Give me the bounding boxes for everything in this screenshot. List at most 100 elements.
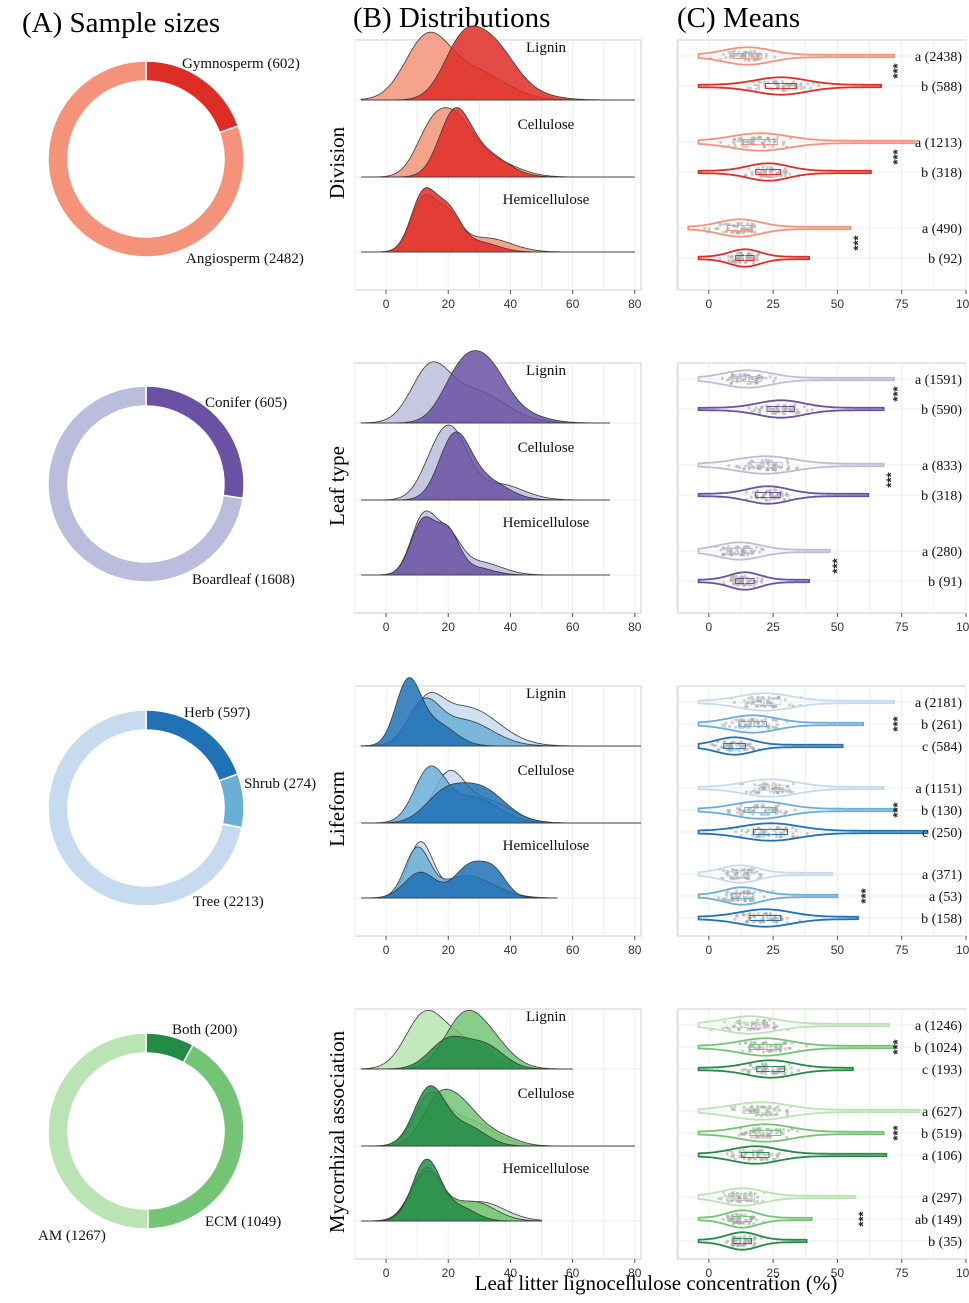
jitter-point (802, 405, 806, 409)
jitter-point (748, 912, 752, 916)
violin-outline (697, 800, 898, 820)
jitter-point (742, 719, 747, 723)
jitter-point (720, 745, 724, 750)
jitter-point (753, 1041, 757, 1045)
jitter-point (727, 1195, 731, 1199)
x-tick-label: 60 (566, 1266, 580, 1280)
jitter-point (772, 790, 776, 794)
jitter-point (746, 579, 750, 583)
jitter-point (773, 916, 777, 920)
jitter-point (780, 790, 784, 794)
jitter-point (721, 1026, 725, 1030)
ridge-panel-0: Lignin Cellulose Hemicellulose 0 20 40 60 80 Div… (325, 25, 642, 311)
donut-slice-label: Boardleaf (1608) (192, 572, 295, 588)
jitter-point (737, 1155, 741, 1159)
jitter-point (785, 1110, 789, 1114)
jitter-point (795, 1129, 800, 1133)
x-tick-label: 20 (442, 297, 456, 311)
jitter-point (776, 403, 781, 407)
violin-outline (697, 1015, 890, 1035)
jitter-point (726, 544, 730, 548)
group-label: b (158) (921, 912, 962, 927)
jitter-point (761, 1046, 765, 1050)
group-label: b (261) (921, 718, 962, 733)
jitter-point (744, 464, 748, 468)
jitter-point (736, 231, 740, 235)
jitter-point (741, 549, 745, 553)
panel-c-title: (C) Means (677, 2, 800, 34)
jitter-point (713, 744, 718, 748)
jitter-point (760, 812, 764, 817)
jitter-point (740, 828, 744, 833)
panel-a-title: (A) Sample sizes (22, 7, 220, 39)
jitter-point (757, 86, 761, 90)
facet-label: Hemicellulose (503, 192, 590, 208)
jitter-point (753, 55, 757, 59)
group-label: b (318) (921, 166, 962, 181)
jitter-point (790, 1041, 794, 1045)
jitter-point (748, 1222, 752, 1226)
jitter-point (768, 498, 772, 502)
significance-stars: *** (890, 715, 905, 731)
jitter-point (805, 831, 809, 836)
jitter-point (751, 812, 755, 816)
jitter-point (730, 1151, 735, 1155)
jitter-point (783, 408, 787, 412)
jitter-point (755, 545, 759, 550)
jitter-point (761, 165, 765, 169)
violin-outline (697, 369, 895, 389)
group-label: b (590) (921, 403, 962, 418)
significance-stars: *** (890, 385, 905, 401)
jitter-point (753, 83, 757, 87)
jitter-point (756, 1195, 760, 1199)
jitter-point (762, 721, 766, 726)
jitter-point (739, 55, 743, 59)
group-label: b (91) (928, 575, 962, 590)
jitter-point (747, 167, 751, 171)
jitter-point (750, 1130, 754, 1134)
jitter-point (753, 230, 757, 234)
x-tick-label: 75 (895, 297, 909, 311)
panel-a-donuts: Gymnosperm (602) Angiosperm (2482) Conifer… (38, 56, 316, 1244)
jitter-point (759, 80, 763, 84)
jitter-point (735, 914, 739, 918)
jitter-point (741, 1049, 745, 1053)
jitter-point (746, 545, 750, 549)
jitter-point (777, 786, 781, 790)
jitter-point (755, 1067, 759, 1071)
jitter-point (728, 899, 732, 903)
jitter-point (759, 1114, 763, 1118)
jitter-point (745, 1130, 749, 1135)
jitter-point (747, 1049, 751, 1053)
jitter-point (747, 1158, 751, 1162)
facet-label: Hemicellulose (503, 1161, 590, 1177)
group-label: b (588) (921, 80, 962, 95)
group-label: a (371) (922, 868, 962, 883)
jitter-point (719, 140, 723, 144)
jitter-point (805, 409, 809, 413)
jitter-point (734, 725, 738, 729)
violin-outline (697, 1101, 921, 1121)
x-tick-label: 0 (706, 620, 713, 634)
panel-b-title: (B) Distributions (353, 2, 550, 34)
jitter-point (737, 251, 741, 255)
jitter-point (788, 408, 792, 412)
jitter-point (728, 724, 732, 728)
jitter-point (754, 1218, 759, 1222)
violin-outline (697, 886, 839, 906)
donut-slice-label: Conifer (605) (205, 395, 287, 411)
jitter-point (744, 1041, 748, 1045)
jitter-point (732, 138, 737, 142)
significance-stars: *** (890, 1038, 905, 1054)
x-tick-label: 80 (628, 297, 642, 311)
jitter-point (778, 1108, 782, 1112)
x-tick-label: 80 (628, 620, 642, 634)
jitter-point (767, 1132, 771, 1136)
jitter-point (725, 1198, 729, 1202)
jitter-point (776, 791, 780, 795)
jitter-point (773, 411, 777, 415)
jitter-point (767, 812, 771, 816)
jitter-point (737, 807, 742, 811)
jitter-point (736, 1200, 741, 1204)
donut-slice-label: Shrub (274) (244, 776, 316, 792)
